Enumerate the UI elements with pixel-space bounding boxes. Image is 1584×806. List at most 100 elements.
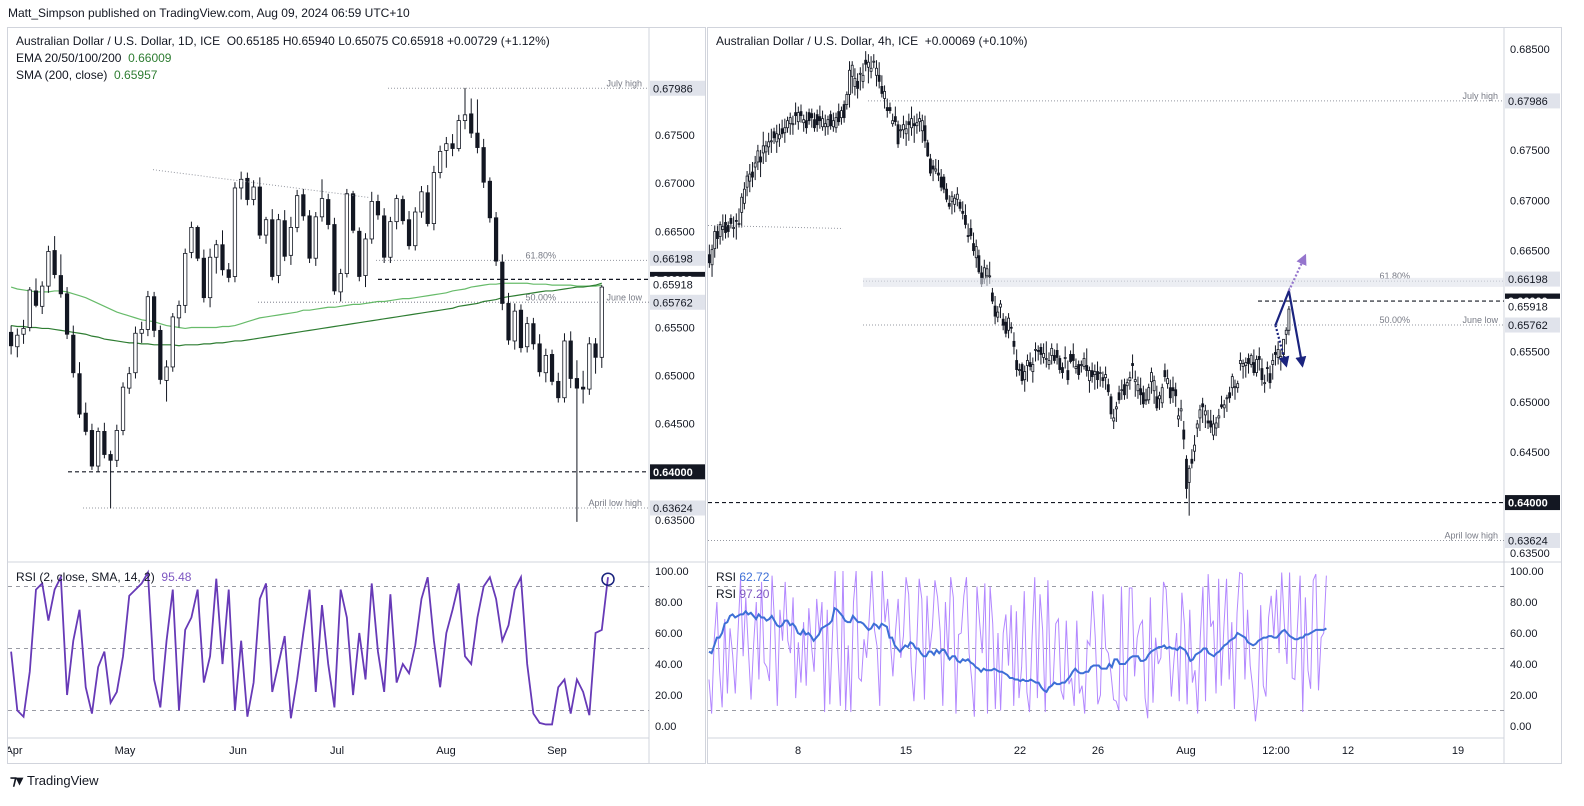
candle-down xyxy=(556,380,561,399)
price-tag-label: 0.64000 xyxy=(653,467,693,479)
daily-rsi-label: RSI (2, close, SMA, 14, 2) xyxy=(16,570,155,584)
candle-down xyxy=(33,290,39,306)
candle-up xyxy=(1284,329,1288,335)
price-tag xyxy=(1505,298,1560,314)
y-tick-label: 0.65000 xyxy=(655,371,695,383)
candle-down xyxy=(1066,370,1070,381)
x-tick-label: Apr xyxy=(8,745,23,757)
price-tag-label: 0.65918 xyxy=(653,279,693,291)
candle-down xyxy=(893,116,897,123)
x-tick-label: Aug xyxy=(436,745,456,757)
candle-up xyxy=(1263,382,1267,385)
x-tick-label: Jul xyxy=(330,745,344,757)
candle-down xyxy=(1052,355,1056,361)
candle-down xyxy=(1020,364,1024,382)
candle-up xyxy=(999,303,1002,308)
candle-down xyxy=(942,176,946,190)
candle-up xyxy=(1082,358,1086,367)
candle-down xyxy=(842,104,846,119)
candle-down xyxy=(1015,360,1019,370)
candle-down xyxy=(864,59,868,65)
candle-up xyxy=(183,252,188,306)
price-tag-label: 0.63624 xyxy=(653,503,693,515)
candle-up xyxy=(456,120,461,149)
y-tick-label: 0.67500 xyxy=(1510,145,1550,157)
daily-rsi-line xyxy=(10,569,609,726)
dotted-breakout-arrow xyxy=(1287,253,1307,292)
candle-up xyxy=(1044,358,1048,360)
candle-down xyxy=(716,231,719,239)
candle-up xyxy=(120,386,126,431)
candle-up xyxy=(1230,376,1234,389)
candle-up xyxy=(955,193,959,200)
tradingview-logo-icon: ⁊▾ xyxy=(10,772,23,788)
rsi-tick-label: 20.00 xyxy=(1510,690,1538,702)
daily-chart-canvas[interactable]: 0.67500 0.67000 0.66500 0.65500 0.65000 0.645… xyxy=(8,28,705,763)
candle-down xyxy=(375,201,381,216)
candle-down xyxy=(1117,392,1121,401)
ema-legend-value: 0.66009 xyxy=(128,51,172,65)
candle-up xyxy=(1176,415,1180,420)
candle-down xyxy=(83,412,88,432)
price-tag-label: 0.65762 xyxy=(653,297,693,309)
candle-up xyxy=(139,329,144,334)
dotted-rejection-arrow xyxy=(1274,324,1290,368)
candle-down xyxy=(896,124,900,145)
candle-up xyxy=(1214,422,1218,429)
candle-up xyxy=(821,118,824,128)
candle-up xyxy=(823,123,827,128)
candle-down xyxy=(245,177,250,200)
candle-down xyxy=(475,132,480,148)
candle-down xyxy=(937,172,940,176)
candle-up xyxy=(1198,409,1202,419)
candle-down xyxy=(1174,389,1178,397)
candle-up xyxy=(145,296,151,330)
candle-up xyxy=(1241,363,1245,367)
candle-down xyxy=(500,261,505,304)
price-tag xyxy=(1505,317,1560,333)
candle-up xyxy=(1042,353,1046,358)
candle-up xyxy=(1023,371,1027,381)
tradingview-brand[interactable]: ⁊▾ TradingView xyxy=(10,772,99,789)
price-tag-label: 0.66198 xyxy=(1508,274,1548,286)
candle-down xyxy=(481,147,486,183)
y-tick-label: 0.65500 xyxy=(655,322,695,334)
candle-down xyxy=(928,158,932,174)
candle-up xyxy=(767,141,771,148)
daily-rsi-legend: RSI (2, close, SMA, 14, 2) 95.48 xyxy=(16,569,191,586)
candle-up xyxy=(1079,364,1083,366)
annotation-label: June low xyxy=(606,292,642,302)
daily-chart-panel[interactable]: 0.67500 0.67000 0.66500 0.65500 0.65000 0.645… xyxy=(7,27,706,764)
candle-up xyxy=(934,168,938,172)
candle-down xyxy=(724,222,727,233)
candle-up xyxy=(338,273,343,293)
candle-up xyxy=(1150,372,1153,383)
candle-down xyxy=(549,354,555,382)
candle-down xyxy=(734,220,738,222)
candle-down xyxy=(568,340,573,379)
candle-down xyxy=(270,219,275,277)
candle-down xyxy=(1055,350,1059,358)
y-tick-label: 0.64500 xyxy=(1510,447,1550,459)
tradingview-brand-name: TradingView xyxy=(27,773,99,788)
price-tag xyxy=(650,80,705,96)
candle-up xyxy=(1279,356,1283,359)
candle-up xyxy=(419,191,424,213)
candle-down xyxy=(52,250,57,275)
candle-up xyxy=(721,226,725,230)
candle-up xyxy=(996,311,1000,318)
h4-rsi-fast-label: RSI xyxy=(716,587,737,601)
candle-down xyxy=(400,199,405,222)
candle-down xyxy=(1004,321,1008,334)
h4-chart-canvas[interactable]: 0.68500 0.67500 0.67000 0.66500 0.65500 0.650… xyxy=(708,28,1561,763)
h4-chart-panel[interactable]: 0.68500 0.67500 0.67000 0.66500 0.65500 0.650… xyxy=(707,27,1562,764)
candle-up xyxy=(388,221,393,258)
candle-down xyxy=(1185,458,1188,489)
candle-down xyxy=(1077,364,1081,375)
candle-up xyxy=(802,119,806,124)
annotation-label: July high xyxy=(1462,91,1498,101)
candle-down xyxy=(1209,420,1213,428)
candle-up xyxy=(713,231,717,250)
y-tick-label: 0.67000 xyxy=(1510,195,1550,207)
candle-up xyxy=(1144,399,1148,402)
